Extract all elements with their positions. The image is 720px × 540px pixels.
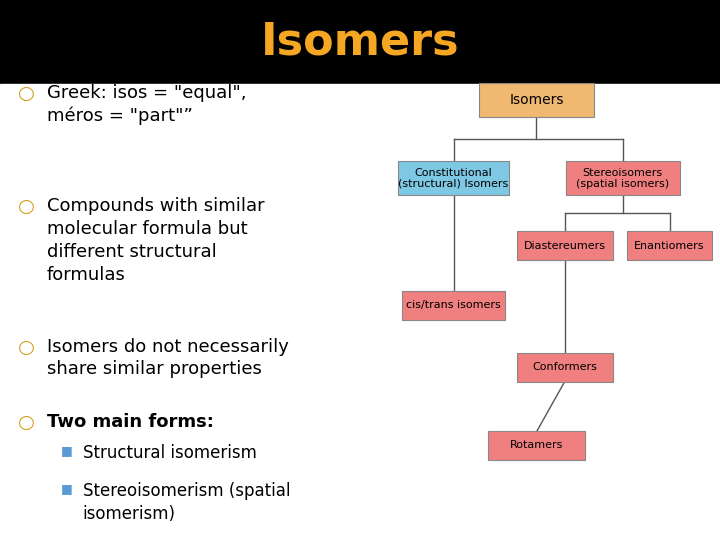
Text: ○: ○ <box>18 197 35 216</box>
FancyBboxPatch shape <box>488 431 585 460</box>
Bar <box>0 84 720 540</box>
Text: ○: ○ <box>18 413 35 432</box>
Text: Compounds with similar
molecular formula but
different structural
formulas: Compounds with similar molecular formula… <box>47 197 264 284</box>
Text: cis/trans isomers: cis/trans isomers <box>406 300 501 310</box>
FancyBboxPatch shape <box>517 353 613 382</box>
FancyBboxPatch shape <box>626 231 713 260</box>
Text: Isomers do not necessarily
share similar properties: Isomers do not necessarily share similar… <box>47 338 289 379</box>
Text: Diastereumers: Diastereumers <box>524 241 606 251</box>
Text: Greek: isos = "equal",
méros = "part"”: Greek: isos = "equal", méros = "part"” <box>47 84 246 125</box>
Text: Structural isomerism: Structural isomerism <box>83 444 256 462</box>
FancyBboxPatch shape <box>398 161 509 195</box>
Text: Isomers: Isomers <box>509 93 564 107</box>
Text: ■: ■ <box>61 482 73 495</box>
FancyBboxPatch shape <box>566 161 680 195</box>
Text: Stereoisomers
(spatial isomers): Stereoisomers (spatial isomers) <box>576 167 670 189</box>
Text: Two main forms:: Two main forms: <box>47 413 214 431</box>
FancyBboxPatch shape <box>480 83 593 117</box>
Text: Stereoisomerism (spatial
isomerism): Stereoisomerism (spatial isomerism) <box>83 482 290 523</box>
FancyBboxPatch shape <box>402 291 505 320</box>
Text: ■: ■ <box>61 444 73 457</box>
Text: ○: ○ <box>18 338 35 356</box>
Text: Isomers: Isomers <box>261 21 459 63</box>
Text: ○: ○ <box>18 84 35 103</box>
Text: Rotamers: Rotamers <box>510 441 563 450</box>
Text: Enantiomers: Enantiomers <box>634 241 705 251</box>
Text: Conformers: Conformers <box>533 362 598 372</box>
Bar <box>0 0 720 84</box>
FancyBboxPatch shape <box>517 231 613 260</box>
Text: Constitutional
(structural) Isomers: Constitutional (structural) Isomers <box>398 167 509 189</box>
